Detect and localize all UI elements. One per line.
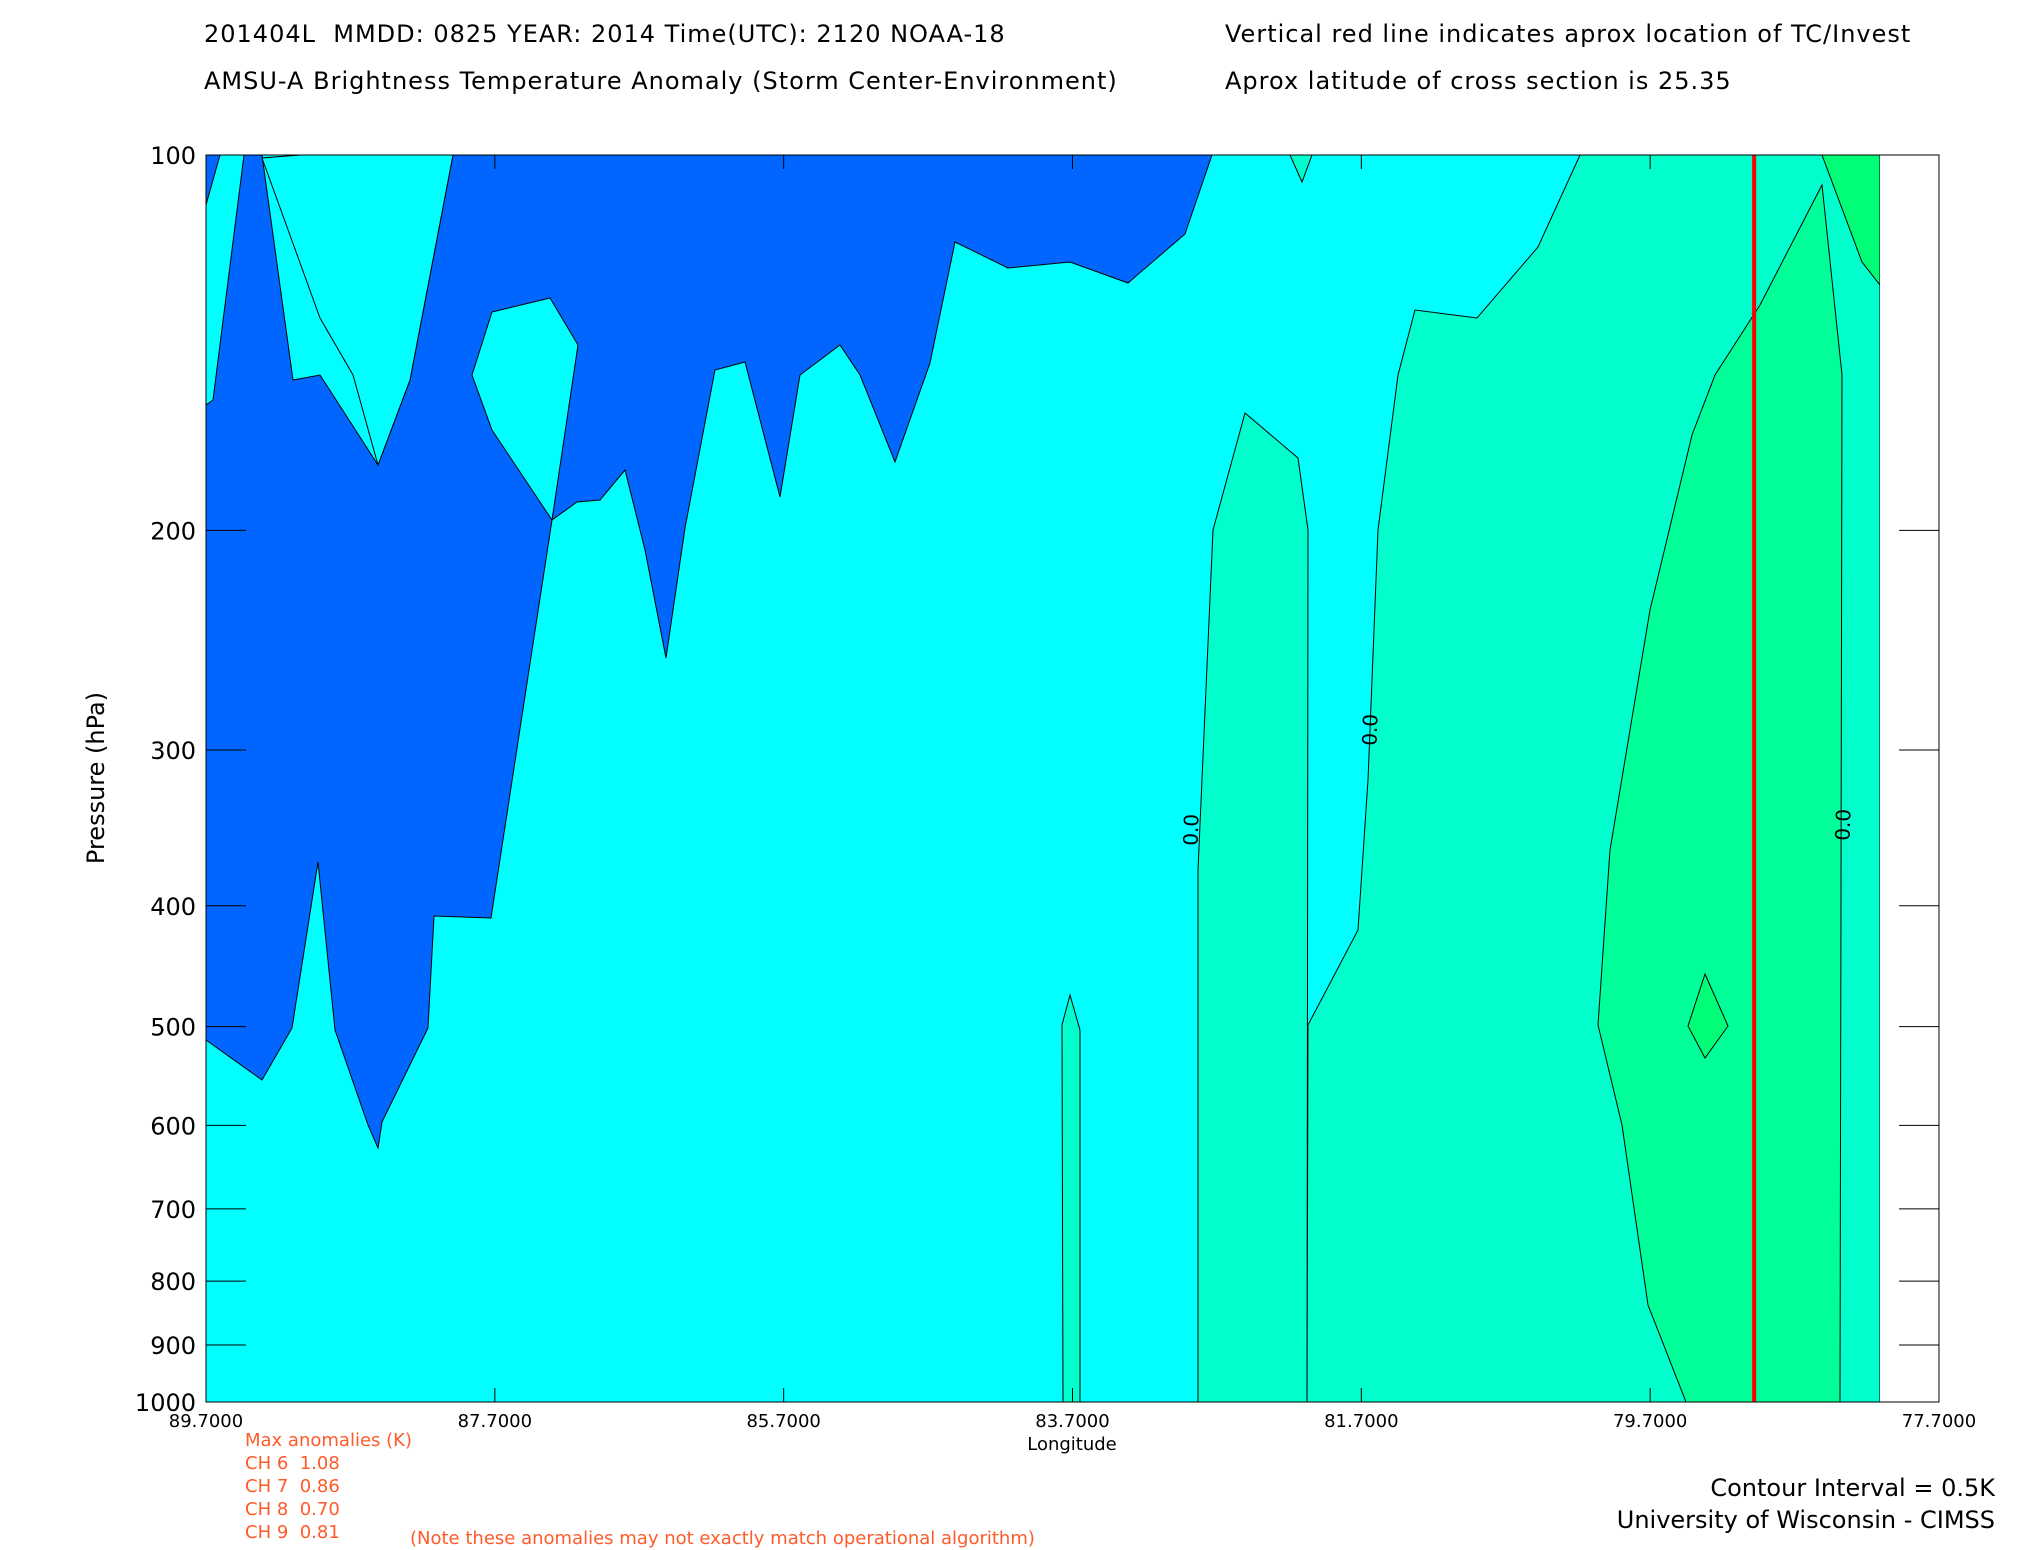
y-tick-label: 900 bbox=[150, 1332, 196, 1360]
anomaly-ch9: CH 9 0.81 bbox=[245, 1522, 340, 1543]
x-tick-label: 87.7000 bbox=[458, 1411, 532, 1432]
y-tick-label: 100 bbox=[150, 142, 196, 170]
x-tick-label: 85.7000 bbox=[746, 1411, 820, 1432]
x-tick-label: 83.7000 bbox=[1035, 1411, 1109, 1432]
contour-fills bbox=[205, 154, 1881, 1403]
x-tick-label: 89.7000 bbox=[169, 1411, 243, 1432]
y-tick-label: 600 bbox=[150, 1112, 196, 1140]
y-tick-label: 400 bbox=[150, 893, 196, 921]
no-data-margin bbox=[1880, 155, 1939, 1402]
y-axis-label: Pressure (hPa) bbox=[82, 692, 110, 864]
contour-label: 0.0 bbox=[1830, 808, 1855, 841]
anomaly-note: (Note these anomalies may not exactly ma… bbox=[410, 1528, 1035, 1549]
y-tick-label: 800 bbox=[150, 1268, 196, 1296]
x-tick-label: 79.7000 bbox=[1613, 1411, 1687, 1432]
x-tick-label: 77.7000 bbox=[1902, 1411, 1976, 1432]
contour-labels: 0.0 0.0 0.0 bbox=[1178, 713, 1855, 846]
region-level-1-5-cell bbox=[1687, 972, 1729, 1059]
y-tick-label: 300 bbox=[150, 737, 196, 765]
anomaly-ch7: CH 7 0.86 bbox=[245, 1476, 340, 1497]
x-axis: 89.7000 87.7000 85.7000 83.7000 81.7000 79.70… bbox=[169, 155, 1976, 1432]
region-near-zero-pocket bbox=[471, 297, 579, 522]
y-tick-label: 500 bbox=[150, 1014, 196, 1042]
credit: University of Wisconsin - CIMSS bbox=[1616, 1506, 1995, 1534]
y-tick-label: 700 bbox=[150, 1196, 196, 1224]
x-axis-label: Longitude bbox=[1027, 1434, 1117, 1455]
contour-label: 0.0 bbox=[1357, 713, 1382, 746]
anomalies-title: Max anomalies (K) bbox=[245, 1430, 412, 1451]
header-subtitle: AMSU-A Brightness Temperature Anomaly (S… bbox=[204, 67, 1118, 95]
y-axis: 100 200 300 400 500 600 700 800 900 1000 bbox=[135, 142, 1939, 1417]
anomaly-ch8: CH 8 0.70 bbox=[245, 1499, 340, 1520]
region-sliver bbox=[1061, 993, 1081, 1403]
header-title: 201404L MMDD: 0825 YEAR: 2014 Time(UTC):… bbox=[204, 20, 1006, 48]
header-latitude: Aprox latitude of cross section is 25.35 bbox=[1225, 67, 1732, 95]
header-tc-note: Vertical red line indicates aprox locati… bbox=[1225, 20, 1912, 48]
contour-interval: Contour Interval = 0.5K bbox=[1710, 1474, 1995, 1502]
anomaly-ch6: CH 6 1.08 bbox=[245, 1453, 340, 1474]
x-tick-label: 81.7000 bbox=[1324, 1411, 1398, 1432]
contour-label: 0.0 bbox=[1178, 813, 1203, 846]
y-tick-label: 1000 bbox=[135, 1389, 196, 1417]
y-tick-label: 200 bbox=[150, 517, 196, 545]
